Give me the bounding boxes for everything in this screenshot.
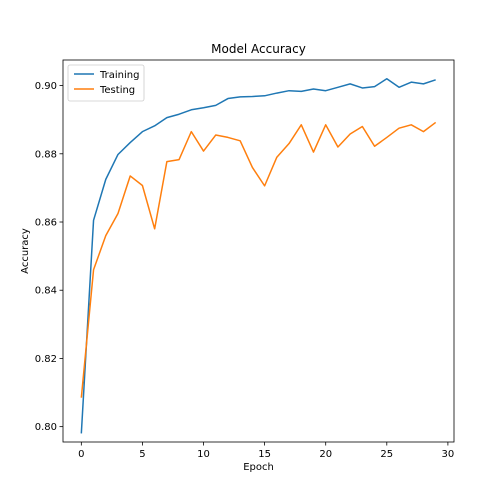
y-tick-label: 0.82 [35, 354, 57, 365]
x-tick-label: 15 [258, 449, 271, 460]
y-tick-label: 0.80 [35, 422, 57, 433]
y-axis-title: Accuracy [20, 228, 31, 274]
x-tick-label: 5 [139, 449, 145, 460]
y-tick-label: 0.86 [35, 218, 57, 229]
x-tick-label: 20 [319, 449, 332, 460]
legend-label-training: Training [99, 70, 139, 81]
series-line-testing [80, 121, 437, 398]
y-tick-label: 0.88 [35, 149, 57, 160]
x-tick-label: 0 [78, 449, 84, 460]
legend: Training Testing [67, 64, 145, 102]
y-axis-ticks: 0.80 0.82 0.84 0.86 0.88 0.90 [35, 81, 63, 433]
x-tick-label: 25 [380, 449, 393, 460]
x-axis-title: Epoch [243, 462, 274, 473]
x-tick-label: 10 [197, 449, 210, 460]
x-axis-ticks: 0 5 10 15 20 25 30 [78, 442, 454, 460]
legend-label-testing: Testing [99, 85, 135, 96]
axes-frame [62, 59, 455, 443]
plot-lines [80, 78, 437, 434]
series-line-training [80, 78, 436, 434]
y-tick-label: 0.90 [35, 81, 57, 92]
chart-title: Model Accuracy [211, 42, 306, 56]
x-tick-label: 30 [442, 449, 455, 460]
y-tick-label: 0.84 [35, 286, 57, 297]
